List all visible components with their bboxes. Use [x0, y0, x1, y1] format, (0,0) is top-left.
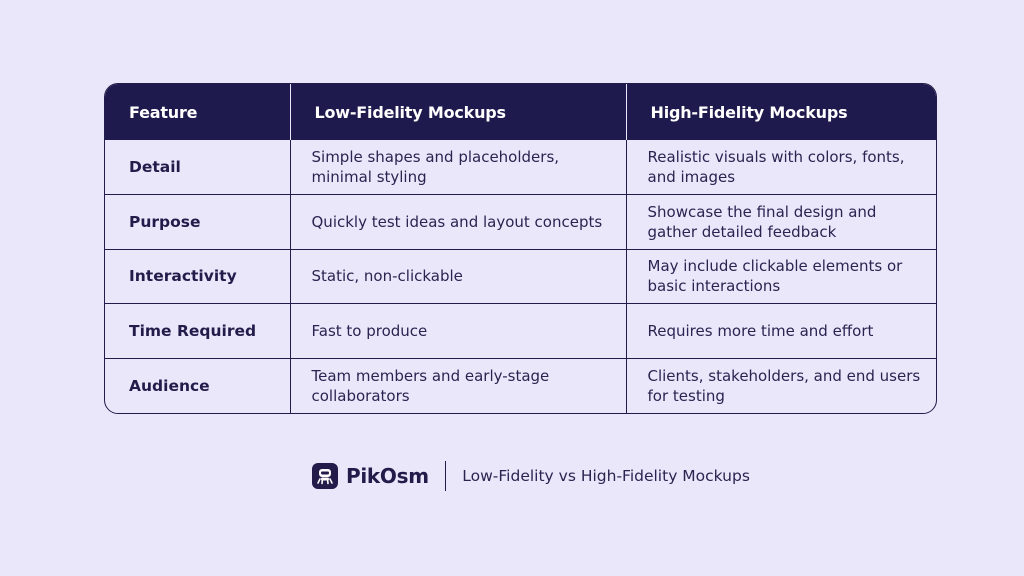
- low-fidelity-cell: Quickly test ideas and layout concepts: [289, 194, 626, 250]
- table-row: Audience Team members and early-stage co…: [105, 357, 936, 413]
- high-fidelity-cell: May include clickable elements or basic …: [625, 248, 936, 304]
- feature-cell: Purpose: [105, 194, 290, 250]
- table-row: Interactivity Static, non-clickable May …: [105, 248, 936, 304]
- header-low-fidelity: Low-Fidelity Mockups: [289, 84, 626, 140]
- header-high-fidelity: High-Fidelity Mockups: [625, 84, 936, 140]
- high-fidelity-cell: Requires more time and effort: [625, 303, 936, 359]
- brand-name: PikOsm: [346, 464, 429, 488]
- footer-branding: PikOsm Low-Fidelity vs High-Fidelity Moc…: [312, 460, 750, 492]
- high-fidelity-cell: Clients, stakeholders, and end users for…: [625, 357, 936, 413]
- header-feature: Feature: [129, 102, 198, 122]
- comparison-table-grid: Feature Low-Fidelity Mockups High-Fideli…: [105, 84, 936, 413]
- feature-cell: Detail: [129, 158, 181, 177]
- high-fidelity-cell: Showcase the final design and gather det…: [625, 194, 936, 250]
- robot-logo-icon: [312, 463, 338, 489]
- high-fidelity-cell: Realistic visuals with colors, fonts, an…: [625, 140, 936, 195]
- table-row: Time Required Fast to produce Requires m…: [105, 303, 936, 359]
- low-fidelity-cell: Simple shapes and placeholders, minimal …: [289, 140, 626, 195]
- comparison-table: Feature Low-Fidelity Mockups High-Fideli…: [104, 83, 937, 414]
- table-header-row: Feature Low-Fidelity Mockups High-Fideli…: [105, 84, 936, 140]
- footer-divider: [444, 461, 447, 491]
- low-fidelity-cell: Static, non-clickable: [289, 248, 626, 304]
- table-row: Purpose Quickly test ideas and layout co…: [105, 194, 936, 250]
- table-row: Detail Simple shapes and placeholders, m…: [105, 140, 936, 195]
- feature-cell: Audience: [105, 357, 290, 413]
- low-fidelity-cell: Fast to produce: [289, 303, 626, 359]
- feature-cell: Interactivity: [105, 248, 290, 304]
- feature-cell: Time Required: [105, 303, 290, 359]
- low-fidelity-cell: Team members and early-stage collaborato…: [289, 357, 626, 413]
- footer-caption: Low-Fidelity vs High-Fidelity Mockups: [462, 467, 750, 485]
